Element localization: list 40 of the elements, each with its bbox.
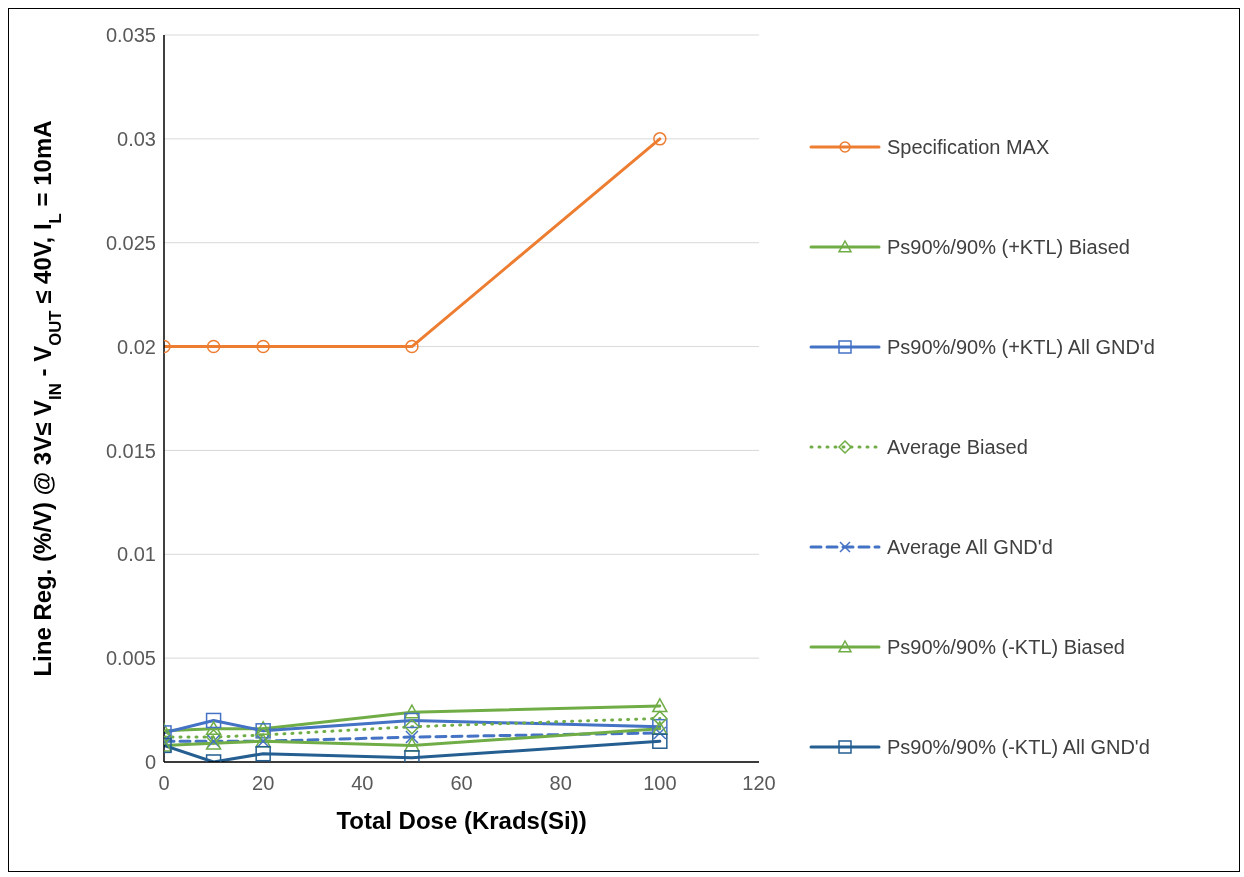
legend-label: Ps90%/90% (-KTL) All GND'd: [887, 735, 1150, 759]
legend-label: Ps90%/90% (+KTL) Biased: [887, 235, 1130, 259]
point: [653, 132, 667, 146]
point: [255, 745, 271, 762]
y-tick-label: 0.03: [117, 127, 156, 150]
legend-label: Ps90%/90% (-KTL) Biased: [887, 635, 1125, 659]
y-tick-label: 0.01: [117, 543, 156, 566]
point: [205, 712, 222, 729]
point: [404, 704, 420, 719]
x-tick-label: 120: [742, 772, 776, 795]
y-tick-label: 0: [144, 751, 156, 774]
x-tick-label: 60: [450, 772, 473, 795]
x-tick-label: 100: [643, 772, 677, 795]
y-tick-label: 0.035: [105, 24, 156, 47]
point: [256, 339, 270, 354]
point: [652, 710, 668, 727]
x-tick-label: 40: [351, 772, 374, 795]
x-tick-label: 80: [549, 772, 572, 795]
legend-label: Ps90%/90% (+KTL) All GND'd: [887, 335, 1155, 359]
x-tick-label: 20: [252, 772, 275, 795]
point: [404, 718, 420, 735]
point: [404, 712, 420, 729]
point: [206, 339, 221, 354]
point: [652, 698, 668, 713]
y-tick-label: 0.025: [105, 231, 156, 254]
point: [653, 726, 667, 740]
point: [205, 721, 222, 736]
legend-label: Specification MAX: [887, 135, 1050, 159]
y-tick-label: 0.02: [117, 335, 156, 358]
legend-label: Average All GND'd: [887, 535, 1053, 559]
legend-label: Average Biased: [887, 435, 1028, 459]
point: [652, 733, 668, 749]
point: [405, 730, 419, 744]
x-axis-title: Total Dose (Krads(Si)): [336, 807, 587, 835]
point: [405, 339, 419, 354]
point: [205, 729, 222, 745]
x-tick-label: 0: [158, 772, 170, 795]
y-tick-label: 0.005: [105, 647, 156, 670]
y-tick-label: 0.015: [105, 439, 156, 462]
point: [404, 750, 420, 762]
